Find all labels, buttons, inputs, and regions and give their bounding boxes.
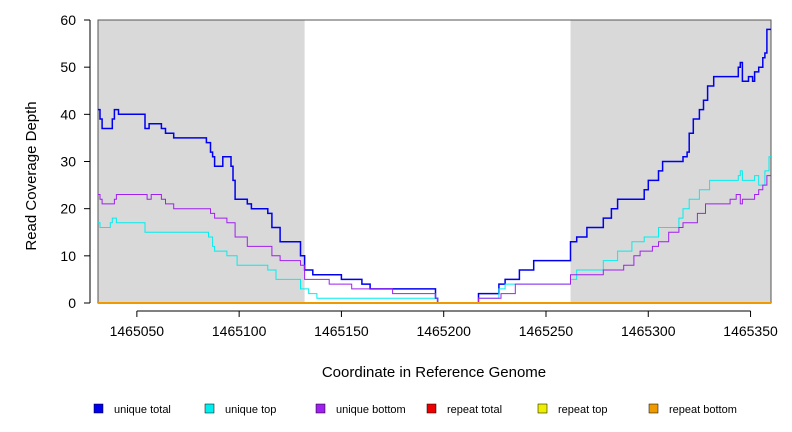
legend-label: unique total [114,404,171,416]
y-tick-label: 60 [60,12,76,28]
legend-item-repeat-total: repeat total [426,403,502,416]
legend-label: unique top [225,404,276,416]
x-axis: 1465050 1465100 1465150 1465200 1465250 14653… [110,310,778,339]
series-lines [98,28,771,304]
series-line-unique-total [98,28,771,304]
legend-item-unique-total: unique total [93,403,171,416]
shaded-region-1 [98,20,305,303]
y-axis: 0 10 20 30 40 50 60 [60,12,91,311]
y-tick-label: 30 [60,154,76,170]
y-tick-label: 50 [60,59,76,75]
x-axis-label: Coordinate in Reference Genome [322,364,546,381]
legend-item-unique-top: unique top [204,403,276,416]
y-tick-label: 20 [60,201,76,217]
legend-item-repeat-bottom: repeat bottom [648,403,737,416]
legend-swatch [315,403,326,414]
legend-label: repeat bottom [669,404,737,416]
x-tick-label: 1465100 [212,323,267,339]
y-axis-label: Read Coverage Depth [23,101,40,250]
legend-label: repeat total [447,404,502,416]
legend-swatch [93,403,104,414]
x-tick-label: 1465350 [723,323,778,339]
series-line-unique-top [98,156,771,304]
x-tick-label: 1465250 [519,323,574,339]
legend-item-unique-bottom: unique bottom [315,403,406,416]
x-tick-label: 1465300 [621,323,676,339]
legend-label: repeat top [558,404,608,416]
legend-swatch [648,403,659,414]
x-tick-label: 1465150 [314,323,369,339]
y-tick-label: 40 [60,106,76,122]
legend-swatch [426,403,437,414]
legend: unique total unique top unique bottom repea… [93,403,737,416]
y-tick-label: 0 [68,295,76,311]
legend-label: unique bottom [336,404,406,416]
legend-swatch [537,403,548,414]
y-tick-label: 10 [60,248,76,264]
legend-item-repeat-top: repeat top [537,403,608,416]
x-tick-label: 1465050 [110,323,165,339]
legend-swatch [204,403,215,414]
x-tick-label: 1465200 [416,323,471,339]
